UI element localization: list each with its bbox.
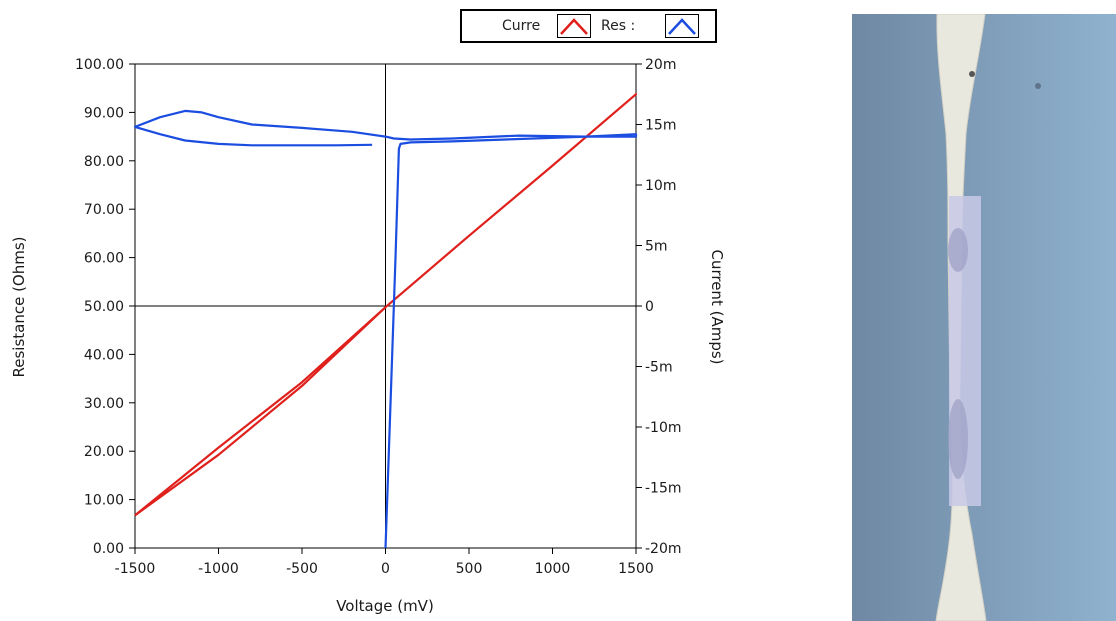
y-right-tick-label: -20m: [645, 541, 682, 557]
y-left-tick-label: 100.00: [75, 57, 124, 73]
y-right-tick-label: 5m: [645, 239, 668, 255]
x-axis-title: Voltage (mV): [336, 597, 434, 615]
legend: Curre Res :: [460, 9, 717, 43]
y-right-tick-label: 0: [645, 299, 654, 315]
y-axis-right-title: Current (Amps): [708, 249, 726, 364]
current-series-line: [134, 93, 638, 517]
device-photo-svg: [852, 14, 1116, 621]
legend-line-icon: [560, 18, 588, 35]
x-tick-label: -500: [286, 561, 318, 577]
y-left-tick-label: 90.00: [84, 105, 124, 121]
y-right-tick-label: 20m: [645, 57, 676, 73]
legend-label-current: Curre: [502, 18, 541, 34]
y-left-tick-label: 40.00: [84, 347, 124, 363]
legend-label-resistance: Res :: [601, 18, 636, 34]
x-tick-label: 500: [456, 561, 483, 577]
x-tick-label: 1000: [535, 561, 571, 577]
x-tick-label: 1500: [618, 561, 654, 577]
chart-panel: -1500 -1000 -500 0 500 1000 1500 0.00 10.00 20.00…: [10, 9, 726, 615]
y-right-tick-label: -5m: [645, 360, 673, 376]
x-tick-label: -1500: [115, 561, 156, 577]
y-left-tick-label: 60.00: [84, 251, 124, 267]
device-photo: [852, 14, 1116, 621]
y-left-tick-label: 10.00: [84, 493, 124, 509]
y-right-tick-label: 15m: [645, 118, 676, 134]
x-tick-label: 0: [381, 561, 390, 577]
legend-swatch-resistance[interactable]: [665, 14, 699, 38]
legend-swatch-current[interactable]: [557, 14, 591, 38]
y-left-tick-label: 70.00: [84, 202, 124, 218]
y-left-tick-label: 50.00: [84, 299, 124, 315]
y-left-tick-label: 80.00: [84, 154, 124, 170]
y-right-tick-label: -10m: [645, 420, 682, 436]
x-tick-label: -1000: [198, 561, 239, 577]
chart-svg: -1500 -1000 -500 0 500 1000 1500 0.00 10.00 20.00…: [10, 57, 726, 615]
axes-layer: -1500 -1000 -500 0 500 1000 1500 0.00 10.00 20.00…: [75, 57, 682, 577]
y-right-tick-label: -15m: [645, 481, 682, 497]
y-axis-left-title: Resistance (Ohms): [10, 236, 28, 377]
y-left-tick-label: 30.00: [84, 396, 124, 412]
resistance-series-line: [133, 109, 638, 549]
y-left-tick-label: 20.00: [84, 444, 124, 460]
legend-line-icon: [668, 18, 696, 35]
series-layer: [133, 93, 638, 549]
y-right-tick-label: 10m: [645, 178, 676, 194]
y-left-tick-label: 0.00: [93, 541, 124, 557]
